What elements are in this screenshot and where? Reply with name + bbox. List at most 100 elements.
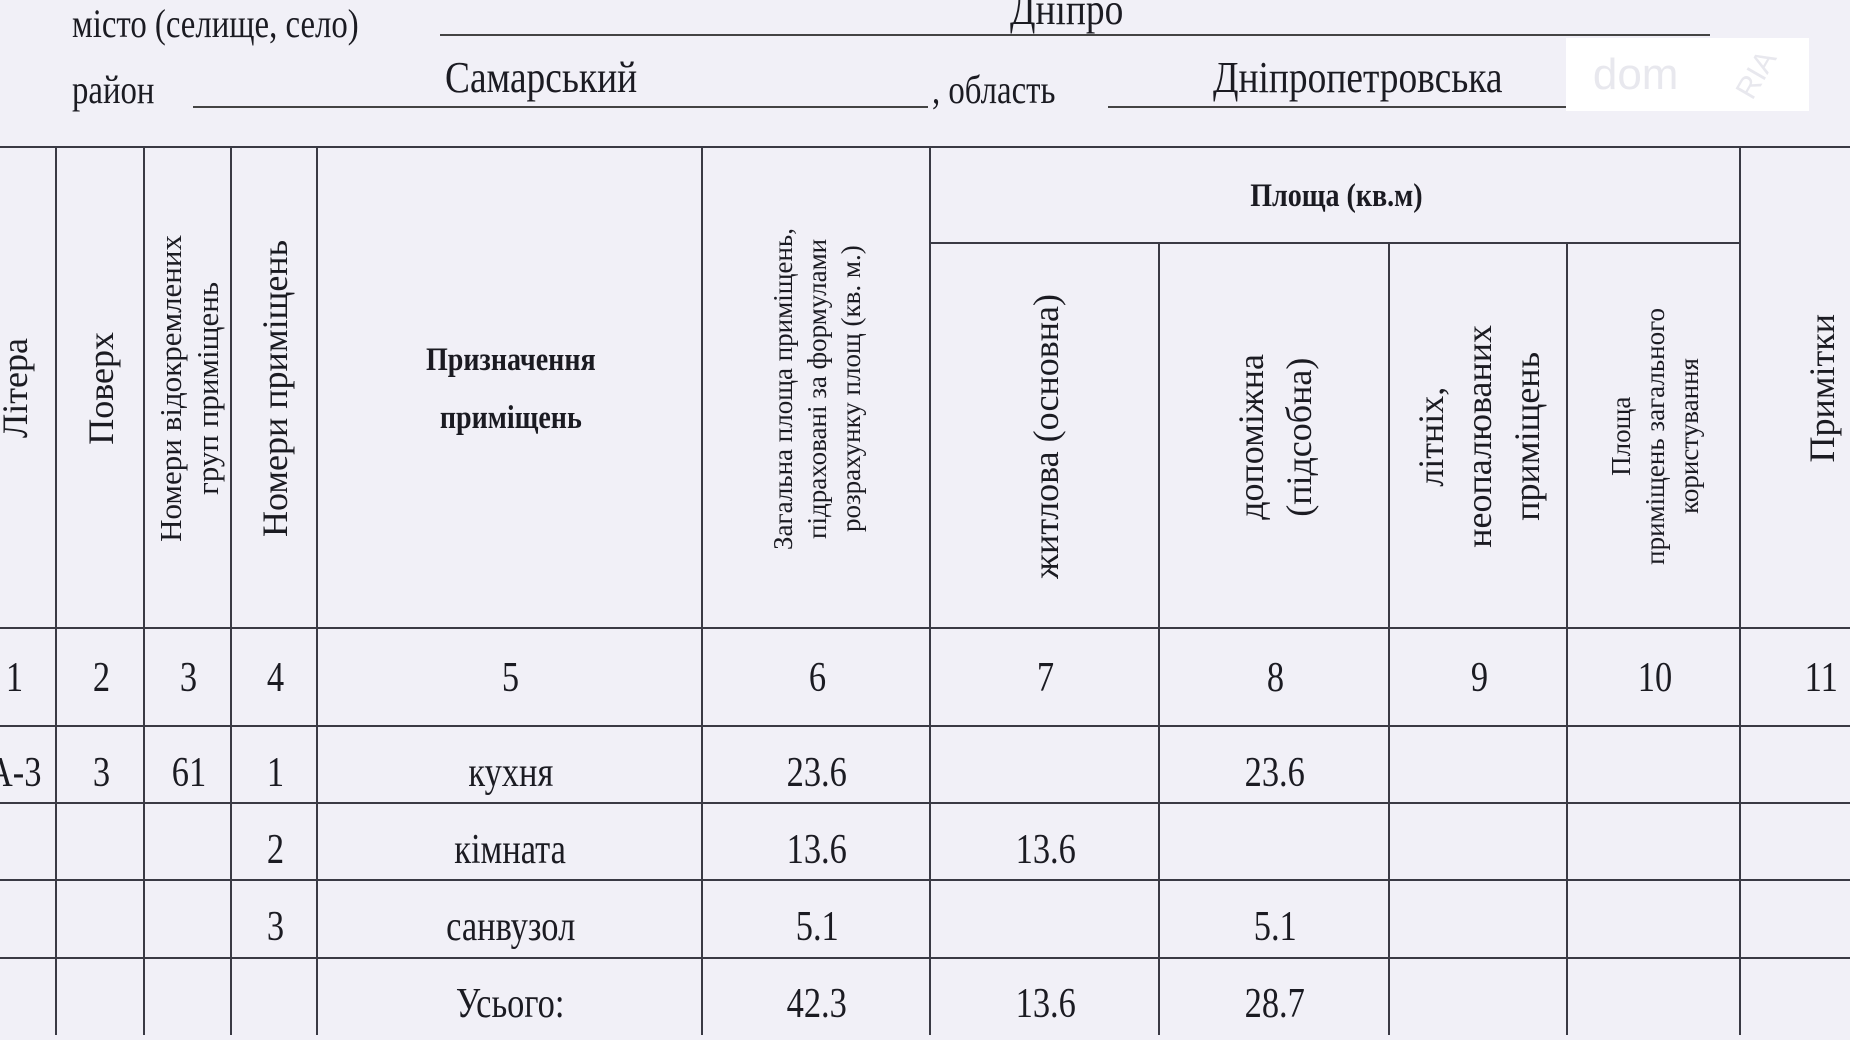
column-number: 2 [92, 655, 110, 701]
column-number: 10 [1637, 655, 1672, 701]
column-number-cell: 1 [0, 627, 57, 727]
table-cell [1158, 802, 1390, 881]
city-label: місто (селище, село) [72, 1, 359, 46]
watermark-text-left: dom [1592, 49, 1679, 99]
column-header: допоміжна (підсобна) [1158, 242, 1390, 629]
column-number-cell: 9 [1388, 627, 1568, 727]
column-number: 8 [1266, 655, 1284, 701]
column-number: 11 [1804, 655, 1839, 701]
column-header: Номери приміщень [230, 146, 318, 629]
table-cell [1739, 725, 1850, 804]
column-header-label: Номери відокремлених груп приміщень [152, 235, 225, 542]
table-cell: 5.1 [1158, 879, 1390, 959]
column-header: літніх, неопалюваних приміщень [1388, 242, 1568, 629]
table-cell [143, 802, 232, 881]
column-header-label: Номери приміщень [255, 239, 295, 538]
table-cell [55, 879, 145, 959]
column-number-cell: 4 [230, 627, 318, 727]
cell-value: 3 [266, 904, 284, 950]
column-number: 1 [5, 655, 24, 701]
table-cell [1566, 802, 1741, 881]
district-value: Самарський [445, 53, 638, 102]
cell-value: 28.7 [1244, 981, 1306, 1027]
table-cell [55, 802, 145, 881]
cell-value: санвузол [445, 904, 576, 950]
column-number: 4 [266, 655, 284, 701]
cell-value: 3 [92, 749, 110, 796]
table-cell: 13.6 [929, 957, 1160, 1035]
table-cell [0, 802, 57, 881]
column-header: Номери відокремлених груп приміщень [143, 146, 232, 629]
table-cell [1388, 725, 1568, 804]
column-header-label: допоміжна (підсобна) [1231, 353, 1319, 520]
cell-value: 13.6 [1015, 981, 1076, 1027]
table-cell: 2 [230, 802, 318, 881]
column-header: Поверх [55, 146, 145, 629]
column-header: Загальна площа приміщень, підраховані за… [701, 146, 931, 629]
table-cell: 5.1 [701, 879, 931, 959]
column-number: 3 [179, 655, 198, 701]
table-cell [1566, 725, 1741, 804]
cell-value: 13.6 [786, 826, 848, 873]
group-header-label: Площа (кв.м) [1249, 178, 1423, 214]
column-header-label: житлова (основна) [1025, 294, 1066, 579]
column-header: Літера [0, 146, 57, 629]
column-number: 7 [1036, 655, 1055, 701]
cell-value: 61 [171, 749, 206, 796]
column-number-cell: 10 [1566, 627, 1741, 727]
district-label: район [72, 67, 155, 112]
table-cell: 42.3 [701, 957, 931, 1035]
table-cell [929, 879, 1160, 959]
cell-value: А-3 [0, 749, 42, 796]
table-cell [1739, 879, 1850, 959]
column-number-cell: 6 [701, 627, 931, 727]
table-cell [1388, 802, 1568, 881]
table-cell [1739, 957, 1850, 1035]
table-cell: 61 [143, 725, 232, 804]
table-cell [929, 725, 1160, 804]
cell-value: 13.6 [1015, 826, 1076, 873]
table-cell: А-3 [0, 725, 57, 804]
region-label: , область [932, 67, 1056, 112]
column-number-cell: 8 [1158, 627, 1390, 727]
cell-value: кімната [454, 826, 567, 873]
table-cell: 1 [230, 725, 318, 804]
cell-value: 5.1 [1253, 904, 1297, 950]
table-cell: Усього: [316, 957, 703, 1035]
group-header-area: Площа (кв.м) [929, 146, 1741, 244]
column-header-label: Загальна площа приміщень, підраховані за… [768, 227, 866, 550]
table-cell: 3 [55, 725, 145, 804]
column-number: 9 [1470, 655, 1488, 701]
column-header-label: Літера [0, 338, 35, 439]
table-cell: санвузол [316, 879, 703, 959]
column-number-cell: 3 [143, 627, 232, 727]
cell-value: кухня [468, 749, 553, 796]
table-cell [55, 957, 145, 1035]
table-cell: 28.7 [1158, 957, 1390, 1035]
city-value: Дніпро [1010, 0, 1124, 34]
cell-value: 42.3 [786, 981, 848, 1027]
column-number: 6 [808, 655, 826, 701]
table-cell [1566, 957, 1741, 1035]
cell-value: Усього: [456, 981, 565, 1027]
table-cell: кімната [316, 802, 703, 881]
table-cell [0, 879, 57, 959]
column-number-cell: 2 [55, 627, 145, 727]
column-header-label: Площа приміщень загального користування [1605, 308, 1704, 565]
column-header: житлова (основна) [929, 242, 1160, 629]
table-cell [1388, 957, 1568, 1035]
table-cell: кухня [316, 725, 703, 804]
table-cell: 13.6 [929, 802, 1160, 881]
district-underline [193, 106, 928, 108]
cell-value: 5.1 [795, 904, 839, 950]
watermark-text-right: RIA [1729, 44, 1784, 105]
column-header: Площа приміщень загального користування [1566, 242, 1741, 629]
column-number-cell: 7 [929, 627, 1160, 727]
cell-value: 23.6 [1244, 749, 1306, 796]
table-cell [1566, 879, 1741, 959]
table-cell [230, 957, 318, 1035]
table-cell: 13.6 [701, 802, 931, 881]
column-header-label: Примітки [1801, 314, 1842, 463]
column-header-label: літніх, неопалюваних приміщень [1411, 325, 1547, 548]
table-cell [143, 957, 232, 1035]
